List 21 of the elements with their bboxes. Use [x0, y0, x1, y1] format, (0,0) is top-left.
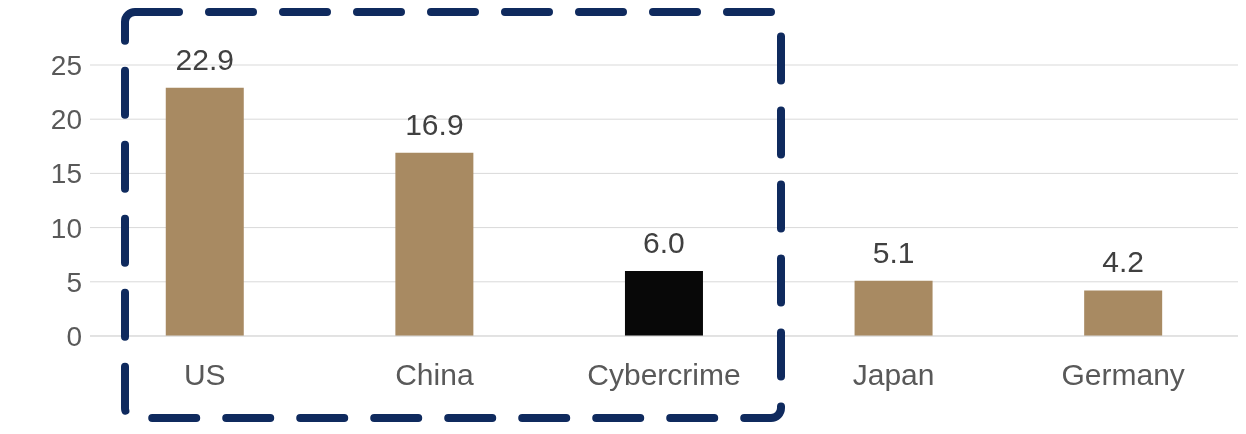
- data-label: 6.0: [643, 225, 685, 259]
- bar: [1084, 290, 1163, 336]
- data-label: 22.9: [175, 42, 234, 76]
- bar: [395, 152, 474, 336]
- y-tick-label: 25: [50, 49, 82, 81]
- y-tick-label: 20: [50, 104, 82, 136]
- data-label: 16.9: [405, 107, 464, 141]
- x-tick-label: US: [183, 358, 226, 392]
- x-tick-label: Germany: [1061, 358, 1185, 392]
- x-tick-label: Japan: [852, 358, 935, 392]
- x-tick-label: Cybercrime: [587, 358, 741, 392]
- y-tick-label: 15: [50, 158, 82, 190]
- y-tick-label: 0: [66, 320, 82, 352]
- bar: [854, 280, 933, 336]
- data-label: 4.2: [1102, 245, 1145, 279]
- y-tick-label: 10: [50, 212, 82, 244]
- bar: [165, 87, 244, 336]
- bar: [624, 270, 703, 336]
- data-label: 5.1: [872, 235, 915, 269]
- y-tick-label: 5: [66, 266, 82, 298]
- x-tick-label: China: [395, 358, 474, 392]
